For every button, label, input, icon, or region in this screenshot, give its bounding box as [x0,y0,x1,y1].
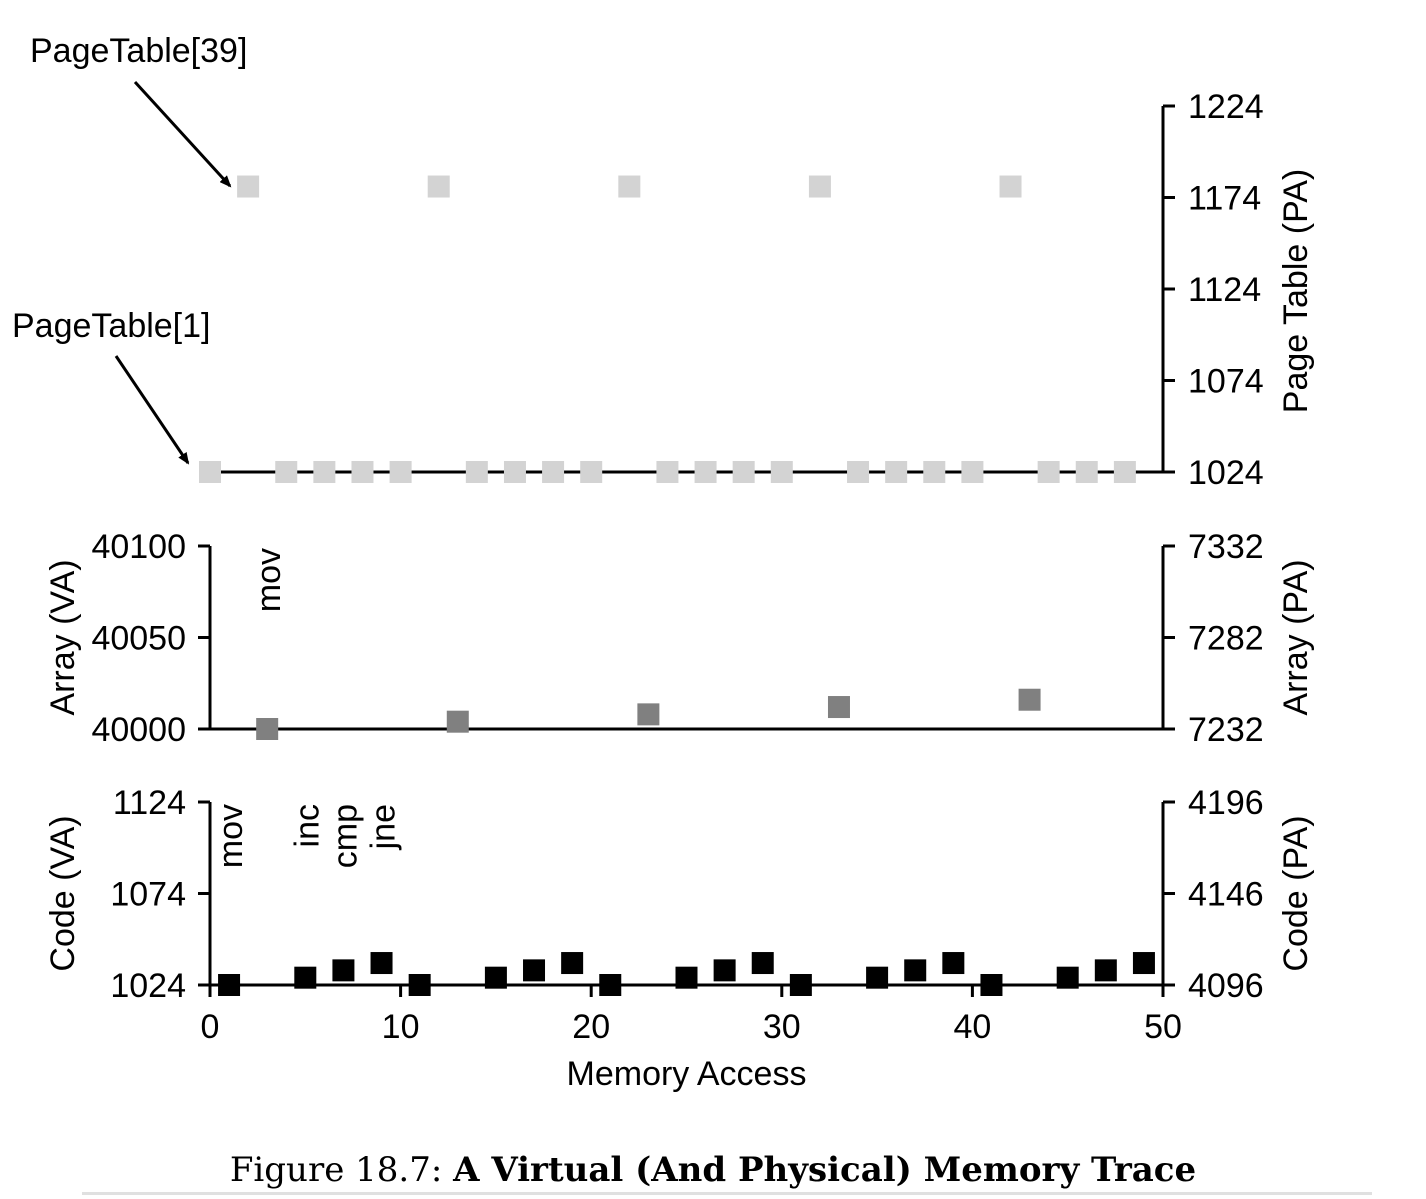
array-right-axis-label: Array (PA) [1277,559,1315,715]
code-point [713,959,736,982]
array-panel: 40000 40050 40100 7232 7282 7332 Array (VA) Arr… [44,528,1315,749]
code-point [904,959,927,982]
figure-caption: Figure 18.7: A Virtual (And Physical) Me… [0,1150,1426,1190]
pt-right-tick-label: 1174 [1188,180,1261,218]
page-divider [82,1192,1372,1195]
array-left-axis-label: Array (VA) [44,559,82,715]
code-left-tick-label: 1124 [113,784,186,822]
pt-point [732,461,755,483]
code-x-tick-label: 10 [382,1008,420,1046]
pt-point [1075,461,1098,483]
array-point [827,696,850,719]
pt-point [389,461,412,483]
array-point [637,703,660,726]
code-point [1094,959,1117,982]
code-instruction-label: cmp [326,804,364,868]
code-point [561,952,584,975]
code-point [1132,952,1155,975]
array-left-tick-label: 40050 [91,620,186,658]
array-point [446,710,469,733]
pt-point [999,175,1022,198]
pt-right-tick-label: 1124 [1188,271,1261,309]
pt-point [656,461,679,483]
code-point [370,952,393,975]
array-left-tick-label: 40100 [91,528,186,566]
array-left-tick-label: 40000 [91,711,186,749]
array-right-tick-label: 7332 [1188,528,1264,566]
code-x-tick-label: 30 [763,1008,801,1046]
pt-point [313,461,336,483]
code-x-tick-label: 50 [1144,1008,1182,1046]
code-point [294,966,317,989]
array-right-tick-label: 7232 [1188,711,1264,749]
code-point [218,974,241,996]
code-instruction-label: inc [288,804,326,847]
code-point [1056,966,1079,989]
pt-point [618,175,641,198]
pt-point [885,461,908,483]
code-point [789,974,812,996]
pt-point [770,461,793,483]
code-left-tick-label: 1074 [110,876,186,914]
code-right-tick-label: 4146 [1188,876,1264,914]
pt-point [694,461,717,483]
code-point [484,966,507,989]
pt-point [503,461,526,483]
code-point [675,966,698,989]
pt-right-tick-label: 1224 [1188,88,1264,126]
pt-point [275,461,298,483]
pt-point [923,461,946,483]
code-point [408,974,431,996]
code-instruction-label: jne [365,804,403,850]
caption-prefix: Figure 18.7: [229,1150,443,1190]
annotation-arrow-pagetable-39 [133,80,232,188]
annotation-pagetable-39: PageTable[39] [30,32,247,70]
pt-point [808,175,831,198]
pt-point [961,461,984,483]
page-table-panel: 1024 1074 1124 1174 1224 Page Table (PA) [199,88,1315,492]
array-instruction-label: mov [250,548,288,612]
array-right-tick-label: 7282 [1188,620,1264,658]
code-point [942,952,965,975]
code-point [523,959,546,982]
annotation-pagetable-1: PageTable[1] [12,307,211,345]
code-x-tick-label: 0 [201,1008,220,1046]
code-right-tick-label: 4096 [1188,967,1264,1005]
code-point [751,952,774,975]
code-left-axis-label: Code (VA) [44,815,82,971]
code-panel: 1024 1074 1124 4096 4146 4196 Code (VA) Code (P… [44,784,1315,1093]
pt-point [847,461,870,483]
code-point [980,974,1003,996]
code-x-axis-label: Memory Access [567,1055,807,1093]
annotation-arrow-pagetable-1 [114,355,190,465]
code-instruction-label: mov [212,804,250,868]
pt-right-tick-label: 1024 [1188,454,1264,492]
code-point [866,966,889,989]
pt-right-tick-label: 1074 [1188,363,1264,401]
pt-point [427,175,450,198]
pt-point [1113,461,1136,483]
pt-point [542,461,565,483]
pt-right-axis-label: Page Table (PA) [1277,169,1315,413]
pt-point [199,461,221,483]
pt-point [580,461,603,483]
code-x-tick-label: 40 [953,1008,991,1046]
code-right-tick-label: 4196 [1188,784,1264,822]
pt-point [237,175,260,198]
pt-point [351,461,374,483]
code-point [332,959,355,982]
code-left-tick-label: 1024 [110,967,186,1005]
pt-point [1037,461,1060,483]
array-point [1018,688,1041,711]
code-point [599,974,622,996]
caption-title: A Virtual (And Physical) Memory Trace [453,1150,1197,1190]
array-point [256,718,279,740]
code-right-axis-label: Code (PA) [1277,815,1315,971]
code-x-tick-label: 20 [572,1008,610,1046]
pt-point [465,461,488,483]
